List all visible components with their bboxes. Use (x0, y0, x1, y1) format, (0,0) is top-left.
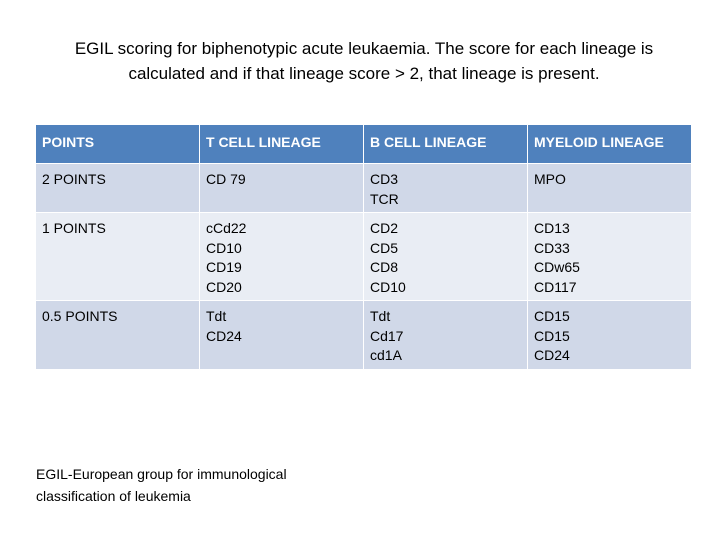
marker: CD3 (370, 171, 399, 187)
myeloid-markers: CD15 CD15 CD24 (527, 300, 692, 370)
footnote: EGIL-European group for immunological cl… (36, 463, 356, 507)
slide-title: EGIL scoring for biphenotypic acute leuk… (28, 36, 700, 86)
marker: CD15 (534, 327, 570, 344)
marker: CD10 (370, 278, 406, 295)
points-cell: 2 POINTS (35, 163, 200, 213)
myeloid-markers: CD13 CD33 CDw65 CD117 (527, 212, 692, 301)
marker: CD24 (534, 347, 570, 363)
marker: CD19 (206, 259, 242, 275)
points-cell: 1 POINTS (35, 212, 200, 301)
table-header-row: POINTS T CELL LINEAGE B CELL LINEAGE MYE… (35, 124, 692, 164)
title-line-2: calculated and if that lineage score > 2… (128, 64, 600, 83)
marker: CD 79 (206, 171, 246, 187)
marker: cCd22 (206, 220, 247, 236)
b-cell-markers: Tdt Cd17 cd1A (363, 300, 528, 370)
marker: CD13 (534, 220, 570, 236)
marker: CD8 (370, 259, 399, 275)
marker: MPO (534, 171, 566, 187)
marker: cd1A (370, 347, 402, 363)
marker: Cd17 (370, 327, 404, 344)
t-cell-markers: CD 79 (199, 163, 364, 213)
table-row-2-points: 2 POINTS CD 79 CD3 TCR MPO (35, 163, 692, 213)
marker: Tdt (206, 308, 227, 324)
marker: TCR (370, 190, 399, 207)
header-t-cell-lineage: T CELL LINEAGE (199, 124, 364, 164)
egil-scoring-table: POINTS T CELL LINEAGE B CELL LINEAGE MYE… (35, 124, 692, 370)
marker: CD20 (206, 278, 242, 295)
marker: CD117 (534, 278, 577, 295)
header-myeloid-lineage: MYELOID LINEAGE (527, 124, 692, 164)
b-cell-markers: CD2 CD5 CD8 CD10 (363, 212, 528, 301)
footnote-line-2: classification of leukemia (36, 488, 191, 504)
table-row-0-5-points: 0.5 POINTS Tdt CD24 Tdt Cd17 cd1A CD15 C… (35, 300, 692, 370)
table-row-1-points: 1 POINTS cCd22 CD10 CD19 CD20 CD2 CD5 CD… (35, 212, 692, 301)
marker: CD10 (206, 239, 242, 256)
marker: CD24 (206, 327, 242, 344)
marker: CD2 (370, 220, 399, 236)
footnote-line-1: EGIL-European group for immunological (36, 466, 287, 482)
title-line-1: EGIL scoring for biphenotypic acute leuk… (74, 39, 654, 58)
marker: Tdt (370, 308, 391, 324)
points-cell: 0.5 POINTS (35, 300, 200, 370)
header-points: POINTS (35, 124, 200, 164)
t-cell-markers: cCd22 CD10 CD19 CD20 (199, 212, 364, 301)
marker: CDw65 (534, 259, 580, 275)
header-b-cell-lineage: B CELL LINEAGE (363, 124, 528, 164)
marker: CD15 (534, 308, 570, 324)
marker: CD5 (370, 239, 399, 256)
marker: CD33 (534, 239, 570, 256)
b-cell-markers: CD3 TCR (363, 163, 528, 213)
t-cell-markers: Tdt CD24 (199, 300, 364, 370)
myeloid-markers: MPO (527, 163, 692, 213)
